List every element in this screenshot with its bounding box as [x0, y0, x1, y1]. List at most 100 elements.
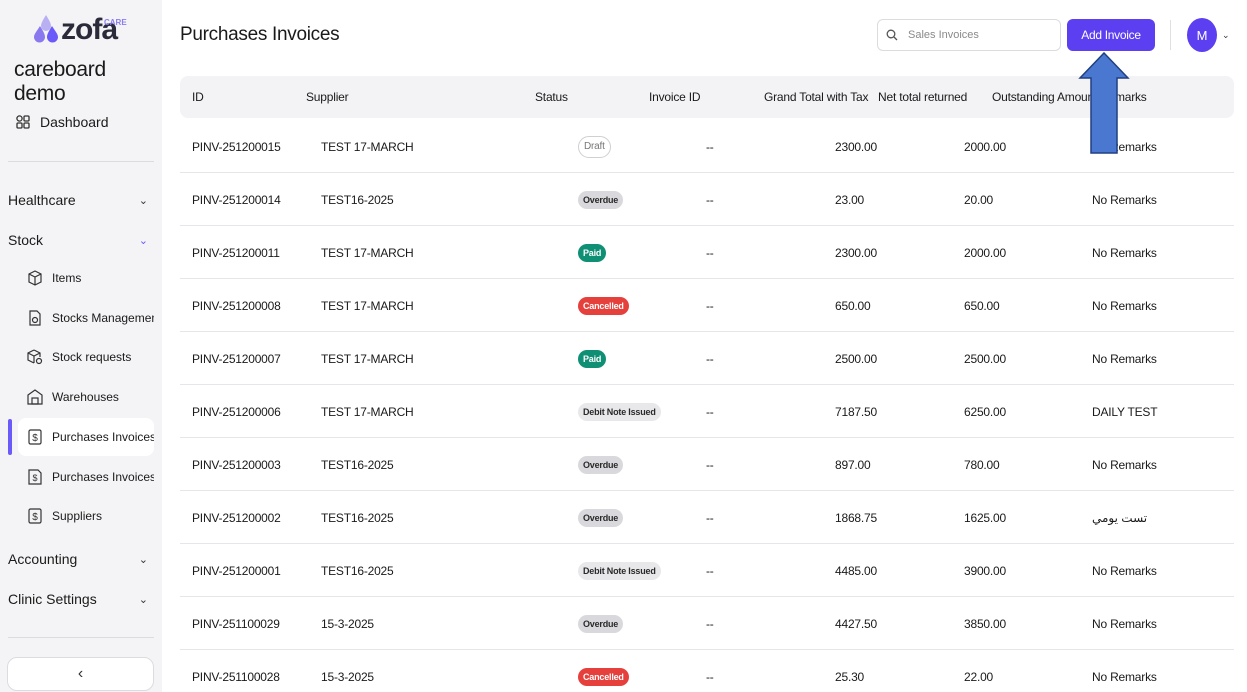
search-input[interactable]: [908, 29, 1048, 41]
chevron-down-icon: ⌄: [138, 194, 148, 207]
table-row[interactable]: PINV-251200003 TEST16-2025 Overdue -- 897.00…: [180, 438, 1234, 491]
table-row[interactable]: PINV-251200008 TEST 17-MARCH Cancelled -- 65…: [180, 279, 1234, 332]
cell-id: PINV-251200015: [192, 139, 281, 154]
cell-supplier: TEST 17-MARCH: [321, 404, 414, 419]
sidebar-item-label: Dashboard: [40, 114, 109, 130]
sidebar-item-stock-requests[interactable]: Stock requests: [18, 338, 154, 376]
sidebar-group-label: Healthcare: [8, 192, 76, 208]
logo-care-label: CARE: [104, 18, 127, 27]
cell-net-returned: 1625.00: [964, 510, 1006, 525]
sidebar-collapse-button[interactable]: ‹: [7, 657, 154, 691]
column-header-net-returned[interactable]: Net total returned: [878, 90, 968, 104]
column-header-outstanding[interactable]: Outstanding Amount: [992, 90, 1098, 104]
svg-text:$: $: [32, 433, 38, 444]
table-row[interactable]: PINV-251200001 TEST16-2025 Debit Note Issu…: [180, 544, 1234, 597]
sidebar-item-label: Stock requests: [52, 350, 132, 364]
sidebar-group-healthcare[interactable]: Healthcare ⌄: [8, 188, 154, 212]
cell-net-returned: 650.00: [964, 298, 1000, 313]
cell-grand-total: 897.00: [835, 457, 871, 472]
table-row[interactable]: PINV-251200011 TEST 17-MARCH Paid -- 2300.00…: [180, 226, 1234, 279]
table-row[interactable]: PINV-251100028 15-3-2025 Cancelled -- 25.30 2…: [180, 650, 1234, 692]
sidebar-group-label: Stock: [8, 232, 44, 248]
sidebar-group-accounting[interactable]: Accounting ⌄: [8, 547, 154, 571]
sidebar-divider: [8, 161, 154, 162]
add-invoice-button[interactable]: Add Invoice: [1067, 19, 1155, 51]
status-badge: Overdue: [578, 508, 624, 527]
sidebar-group-clinic-settings[interactable]: Clinic Settings ⌄: [8, 587, 154, 611]
cell-grand-total: 2500.00: [835, 351, 877, 366]
table-row[interactable]: PINV-251200015 TEST 17-MARCH Draft -- 2300.0…: [180, 120, 1234, 173]
sidebar-item-stocks-management[interactable]: Stocks Management: [18, 299, 154, 337]
sidebar-item-dashboard[interactable]: Dashboard: [14, 110, 154, 134]
sidebar-item-purchases-invoices-returns[interactable]: $ Purchases Invoices...: [18, 458, 154, 496]
status-badge: Paid: [578, 243, 607, 262]
invoice-return-icon: $: [26, 468, 44, 486]
sidebar-group-stock[interactable]: Stock ⌄: [8, 228, 154, 252]
cell-grand-total: 4427.50: [835, 616, 877, 631]
cell-status: Overdue: [578, 491, 624, 544]
cell-remarks: No Remarks: [1092, 298, 1157, 313]
stock-document-icon: [26, 309, 44, 327]
column-header-invoice-id[interactable]: Invoice ID: [649, 90, 701, 104]
cell-grand-total: 25.30: [835, 669, 865, 684]
cell-invoice-id: --: [706, 351, 714, 366]
status-badge: Paid: [578, 349, 607, 368]
cell-supplier: TEST16-2025: [321, 192, 394, 207]
sidebar-item-label: Stocks Management: [52, 311, 154, 325]
cell-id: PINV-251100029: [192, 616, 280, 631]
cell-status: Paid: [578, 226, 607, 279]
cell-grand-total: 650.00: [835, 298, 871, 313]
cell-grand-total: 4485.00: [835, 563, 877, 578]
cell-net-returned: 2000.00: [964, 139, 1006, 154]
cell-grand-total: 1868.75: [835, 510, 877, 525]
cell-invoice-id: --: [706, 245, 714, 260]
avatar[interactable]: M: [1187, 18, 1217, 52]
warehouse-icon: [26, 388, 44, 406]
sidebar-item-warehouses[interactable]: Warehouses: [18, 378, 154, 416]
organization-name: careboard demo: [14, 58, 106, 105]
chevron-down-icon: ⌄: [138, 553, 148, 566]
cell-id: PINV-251200014: [192, 192, 281, 207]
svg-text:$: $: [32, 512, 38, 523]
sidebar-item-label: Purchases Invoices: [52, 430, 154, 444]
table-row[interactable]: PINV-251200007 TEST 17-MARCH Paid -- 2500.00…: [180, 332, 1234, 385]
cell-grand-total: 2300.00: [835, 245, 877, 260]
sidebar-item-items[interactable]: Items: [18, 259, 154, 297]
cell-grand-total: 23.00: [835, 192, 865, 207]
cell-invoice-id: --: [706, 192, 714, 207]
cell-supplier: TEST 17-MARCH: [321, 245, 414, 260]
sidebar-item-suppliers[interactable]: $ Suppliers: [18, 497, 154, 535]
column-header-grand-total[interactable]: Grand Total with Tax: [764, 90, 869, 104]
search-box[interactable]: [877, 19, 1061, 51]
chevron-down-icon: ⌄: [138, 593, 148, 606]
cell-net-returned: 780.00: [964, 457, 1000, 472]
grid-icon: [14, 115, 32, 129]
column-header-supplier[interactable]: Supplier: [306, 90, 349, 104]
cell-status: Paid: [578, 332, 607, 385]
cell-remarks: No Remarks: [1092, 351, 1157, 366]
status-badge: Debit Note Issued: [578, 561, 661, 580]
table-row[interactable]: PINV-251200014 TEST16-2025 Overdue -- 23.00 2…: [180, 173, 1234, 226]
column-header-status[interactable]: Status: [535, 90, 568, 104]
table-row[interactable]: PINV-251200006 TEST 17-MARCH Debit Note Is…: [180, 385, 1234, 438]
cell-net-returned: 2500.00: [964, 351, 1006, 366]
sidebar-item-purchases-invoices[interactable]: $ Purchases Invoices: [18, 418, 154, 456]
table-row[interactable]: PINV-251100029 15-3-2025 Overdue -- 4427.50 3…: [180, 597, 1234, 650]
cell-net-returned: 6250.00: [964, 404, 1006, 419]
table-row[interactable]: PINV-251200002 TEST16-2025 Overdue -- 1868.7…: [180, 491, 1234, 544]
cell-id: PINV-251200008: [192, 298, 281, 313]
chevron-down-icon: ⌄: [138, 234, 148, 247]
cell-invoice-id: --: [706, 298, 714, 313]
sidebar-item-label: Purchases Invoices...: [52, 470, 154, 484]
sidebar-item-label: Warehouses: [52, 390, 119, 404]
cell-status: Debit Note Issued: [578, 385, 661, 438]
cell-grand-total: 7187.50: [835, 404, 877, 419]
column-header-id[interactable]: ID: [192, 90, 204, 104]
header-divider: [1170, 20, 1171, 50]
chevron-down-icon[interactable]: ⌄: [1222, 30, 1230, 40]
status-badge: Draft: [578, 135, 611, 158]
status-badge: Cancelled: [578, 667, 629, 686]
cell-status: Cancelled: [578, 650, 629, 692]
sidebar-divider: [8, 637, 154, 638]
cell-remarks: تست يومي: [1092, 510, 1148, 525]
